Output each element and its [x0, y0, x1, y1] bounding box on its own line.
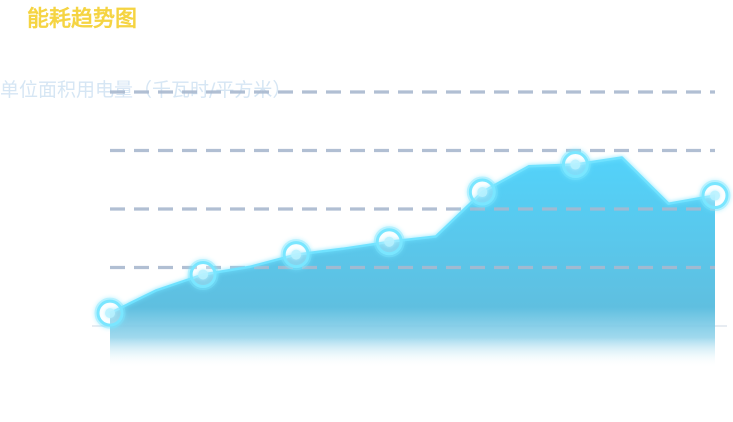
- series-line: [109, 156, 716, 315]
- chart-title: 能耗趋势图: [27, 7, 138, 32]
- data-point-core: [570, 159, 581, 170]
- data-point-glow: [94, 297, 126, 329]
- data-point-core: [384, 236, 395, 247]
- data-point-glow: [373, 226, 405, 258]
- y-axis-label: 单位面积用电量（千瓦时/平方米）: [0, 79, 292, 101]
- data-point-glow: [187, 259, 219, 291]
- data-point-glow: [466, 176, 498, 208]
- data-point-glow: [559, 149, 591, 181]
- data-point-glow: [280, 239, 312, 271]
- data-point-core: [198, 269, 209, 280]
- data-point-glow: [699, 180, 731, 212]
- series-area: [110, 157, 715, 368]
- data-point-core: [477, 187, 488, 198]
- data-point-core: [105, 308, 115, 319]
- data-point-core: [710, 190, 720, 201]
- data-point-core: [291, 249, 302, 260]
